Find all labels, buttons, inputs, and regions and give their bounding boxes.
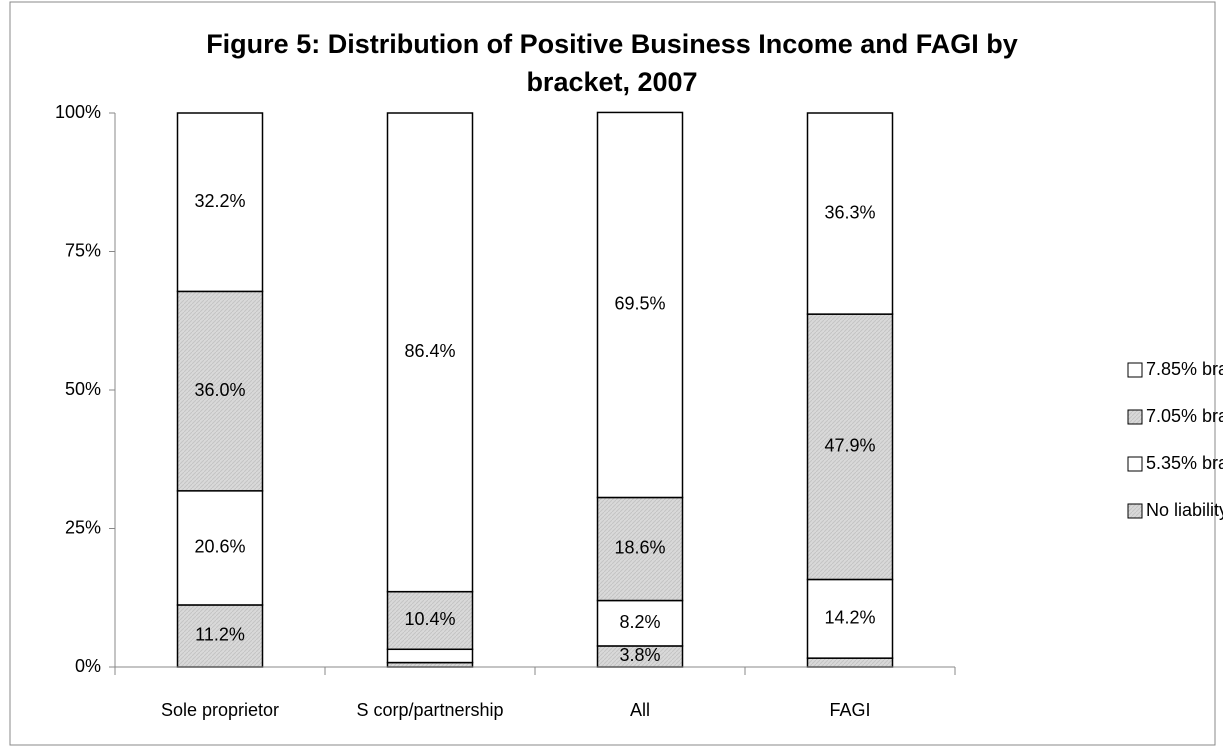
data-label: 20.6% xyxy=(194,537,245,557)
legend-swatch xyxy=(1127,362,1143,378)
data-label: 8.2% xyxy=(619,612,660,632)
y-tick-label: 75% xyxy=(65,240,101,260)
x-tick-label: All xyxy=(630,700,650,720)
data-label: 11.2% xyxy=(195,625,245,645)
legend-label: 7.05% bracket xyxy=(1146,406,1223,426)
data-label: 14.2% xyxy=(824,608,875,628)
data-label: 32.2% xyxy=(194,191,245,211)
legend-label: 7.85% bracket xyxy=(1146,359,1223,379)
bar-segment xyxy=(806,578,894,659)
y-tick-label: 50% xyxy=(65,379,101,399)
bar-segment xyxy=(176,490,264,606)
legend-swatch xyxy=(1127,409,1143,425)
bar-segment xyxy=(176,290,264,492)
y-tick-label: 100% xyxy=(55,102,101,122)
legend-label: No liability xyxy=(1146,500,1223,520)
y-tick-label: 0% xyxy=(75,656,101,676)
x-tick-label: Sole proprietor xyxy=(161,700,279,720)
bar-segment xyxy=(596,599,684,647)
bar-segment xyxy=(386,112,474,593)
bar-segment xyxy=(596,111,684,499)
bar-segment xyxy=(596,496,684,602)
bar-segment xyxy=(806,112,894,315)
y-tick-label: 25% xyxy=(65,517,101,537)
data-label: 18.6% xyxy=(614,538,665,558)
bar-segment xyxy=(806,313,894,581)
data-label: 69.5% xyxy=(614,294,665,314)
bar-segment xyxy=(386,648,474,664)
legend-swatch xyxy=(1127,456,1143,472)
x-tick-label: FAGI xyxy=(829,700,870,720)
data-label: 3.8% xyxy=(619,645,660,665)
chart-border xyxy=(9,1,1216,746)
x-tick-label: S corp/partnership xyxy=(356,700,503,720)
bar-segment xyxy=(176,112,264,293)
data-label: 36.3% xyxy=(824,202,875,222)
chart-title: bracket, 2007 xyxy=(526,67,697,97)
data-label: 36.0% xyxy=(194,380,245,400)
bar-segment xyxy=(806,657,894,668)
legend-label: 5.35% bracket xyxy=(1146,453,1223,473)
data-label: 47.9% xyxy=(824,436,875,456)
chart-title: Figure 5: Distribution of Positive Busin… xyxy=(206,29,1018,59)
legend-swatch xyxy=(1127,503,1143,519)
data-label: 10.4% xyxy=(404,609,455,629)
data-label: 86.4% xyxy=(404,341,455,361)
